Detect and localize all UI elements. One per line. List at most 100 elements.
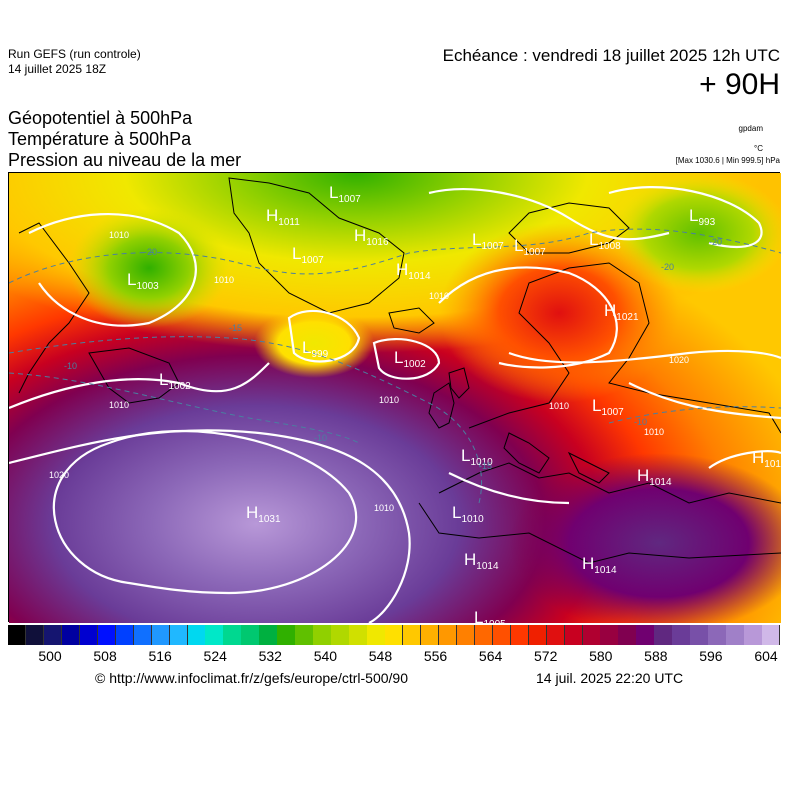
low-pressure-center: L1010 (452, 503, 484, 525)
color-scale-label: 532 (258, 648, 282, 664)
color-scale-swatch (510, 625, 530, 645)
low-pressure-center: L1003 (127, 270, 159, 292)
forecast-time: Echéance : vendredi 18 juillet 2025 12h … (442, 46, 780, 65)
color-scale-swatch (367, 625, 386, 645)
high-pressure-center: H1014 (396, 260, 431, 282)
color-scale-swatch (259, 625, 278, 645)
color-scale-swatch (385, 625, 404, 645)
color-scale-swatch (187, 625, 206, 645)
color-scale-swatch (331, 625, 350, 645)
color-scale-swatch (43, 625, 63, 645)
high-pressure-center: H101 (752, 448, 781, 470)
color-scale-swatch (169, 625, 189, 645)
color-scale-swatch (25, 625, 45, 645)
color-scale-swatch (762, 625, 781, 645)
color-scale-swatch (241, 625, 260, 645)
color-scale-labels: 500 508 516 524 532 540 548 556 564 572 580 588 596 6… (8, 648, 780, 666)
color-scale-label: 524 (203, 648, 227, 664)
color-scale-swatch (528, 625, 548, 645)
source-credit[interactable]: © http://www.infoclimat.fr/z/gefs/europe… (95, 670, 409, 686)
low-pressure-center: L1007 (592, 396, 624, 418)
forecast-hour: + 90H (699, 68, 780, 101)
color-scale-swatch (744, 625, 763, 645)
low-pressure-center: L1008 (589, 230, 621, 252)
color-scale-label: 556 (423, 648, 448, 664)
isobar-label: 1010 (429, 291, 449, 301)
isobar-label: 1010 (109, 230, 129, 240)
isobar-label: 1020 (669, 355, 689, 365)
isobar-label: 1010 (549, 401, 569, 411)
color-scale-swatch (708, 625, 727, 645)
color-scale-swatch (456, 625, 476, 645)
weather-map: H1011 L1007 L1007 H1016 H1014 L1007 L1007 L1008… (8, 172, 788, 633)
color-scale-label: 516 (148, 648, 172, 664)
color-scale-swatch (618, 625, 637, 645)
color-scale-label: 596 (699, 648, 723, 664)
high-pressure-center: H1014 (637, 466, 672, 488)
color-scale-swatch (133, 625, 153, 645)
temperature-label: -20 (709, 237, 722, 247)
temperature-label: -20 (661, 262, 674, 272)
color-scale-swatch (115, 625, 135, 645)
isobar-label: 1010 (109, 400, 129, 410)
temperature-label: -10 (64, 361, 77, 371)
color-scale-swatch (97, 625, 117, 645)
high-pressure-center: H1011 (266, 206, 300, 228)
temperature-label: -15 (229, 323, 242, 333)
color-scale-label: 548 (368, 648, 393, 664)
low-pressure-center: L1002 (159, 370, 191, 392)
color-scale-swatch (582, 625, 601, 645)
color-scale-label: 588 (644, 648, 668, 664)
color-scale-swatch (600, 625, 619, 645)
isobar-label: 1010 (374, 503, 394, 513)
low-pressure-center: L1002 (394, 348, 426, 370)
isobar-label: 1010 (214, 275, 234, 285)
temperature-label: -10 (314, 433, 327, 443)
color-scale-swatch (654, 625, 673, 645)
color-scale-swatch (151, 625, 171, 645)
color-scale-swatch (492, 625, 512, 645)
color-scale-bar (8, 625, 781, 645)
color-scale-swatch (438, 625, 458, 645)
temperature-label: -15 (479, 461, 492, 471)
color-scale-swatch (726, 625, 745, 645)
high-pressure-center: H1031 (246, 503, 281, 525)
color-scale-swatch (546, 625, 566, 645)
color-scale-swatch (8, 625, 27, 645)
color-scale-swatch (79, 625, 99, 645)
color-scale-swatch (223, 625, 242, 645)
temperature-label: -20 (144, 247, 157, 257)
unit-temperature: °C (754, 144, 763, 153)
color-scale-swatch (205, 625, 224, 645)
color-scale-swatch (61, 625, 81, 645)
color-scale-swatch (277, 625, 296, 645)
color-scale-swatch (313, 625, 332, 645)
low-pressure-center: L1010 (461, 446, 493, 468)
low-pressure-center: L1007 (292, 244, 324, 266)
color-scale-swatch (295, 625, 314, 645)
isobar-label: 1010 (644, 427, 664, 437)
color-scale-label: 564 (478, 648, 503, 664)
generation-time: 14 juil. 2025 22:20 UTC (536, 670, 684, 686)
color-scale-swatch (349, 625, 368, 645)
run-date: 14 juillet 2025 18Z (8, 62, 107, 76)
low-pressure-center: L999 (302, 338, 329, 360)
parameter-geopotential: Géopotentiel à 500hPa (8, 108, 193, 128)
color-scale-label: 572 (534, 648, 558, 664)
high-pressure-center: H1014 (464, 550, 499, 572)
low-pressure-center: L993 (689, 206, 716, 228)
unit-geopotential: gpdam (738, 124, 763, 133)
color-scale-label: 540 (313, 648, 338, 664)
isobar-label: 1010 (379, 395, 399, 405)
low-pressure-center: L1007 (472, 230, 504, 252)
high-pressure-center: H1021 (604, 301, 639, 323)
parameter-temperature: Température à 500hPa (8, 129, 192, 149)
color-scale-swatch (420, 625, 440, 645)
low-pressure-center: L1007 (329, 183, 361, 205)
color-scale-swatch (636, 625, 655, 645)
color-scale-swatch (564, 625, 583, 645)
color-scale-label: 500 (38, 648, 62, 664)
pressure-min-max: [Max 1030.6 | Min 999.5] hPa (675, 156, 780, 165)
run-name: Run GEFS (run controle) (8, 47, 141, 61)
low-pressure-center: L1007 (514, 236, 546, 258)
